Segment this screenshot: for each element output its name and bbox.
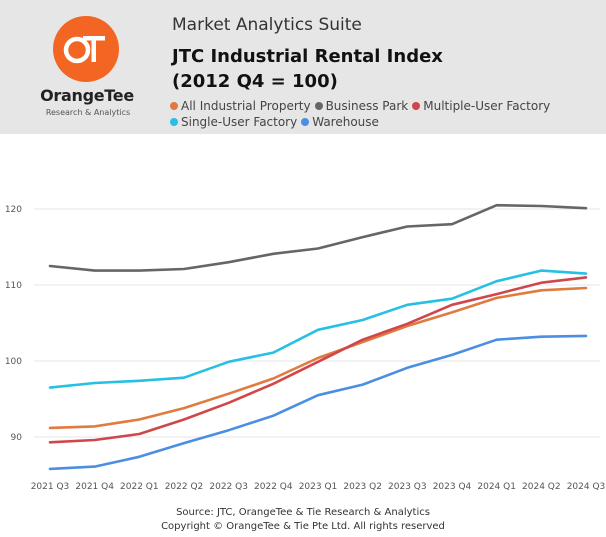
series-line-warehouse — [48, 334, 588, 471]
y-tick-label: 120 — [5, 205, 22, 215]
series-line-business-park — [48, 203, 588, 272]
line-chart: 90 100 110 120 2021 Q3 2021 Q4 2022 Q1 2022 Q2 2… — [5, 203, 606, 492]
suite-name: Market Analytics Suite — [172, 15, 362, 35]
chart-title-line2: (2012 Q4 = 100) — [172, 71, 338, 92]
y-tick-label: 90 — [11, 433, 23, 443]
copyright-note: Copyright © OrangeTee & Tie Pte Ltd. All… — [161, 521, 445, 532]
y-tick-label: 100 — [5, 357, 22, 367]
x-tick-label: 2023 Q3 — [388, 482, 427, 492]
legend-label: Multiple-User Factory — [423, 99, 551, 113]
chart-title: JTC Industrial Rental Index (2012 Q4 = 1… — [172, 44, 443, 94]
legend-item: All Industrial Property — [170, 98, 311, 114]
legend-swatch-icon — [301, 118, 310, 126]
chart-title-line1: JTC Industrial Rental Index — [172, 46, 443, 67]
series-line-multiple-user-factory — [48, 276, 588, 444]
x-tick-label: 2023 Q2 — [343, 482, 382, 492]
legend-item: Multiple-User Factory — [412, 98, 550, 114]
legend-label: All Industrial Property — [181, 99, 311, 113]
legend-item: Warehouse — [301, 114, 379, 130]
y-tick-label: 110 — [5, 281, 22, 291]
x-tick-label: 2021 Q3 — [31, 482, 70, 492]
legend-item: Single-User Factory — [170, 114, 297, 130]
brand-logo — [53, 16, 119, 82]
brand-name: OrangeTee — [40, 86, 134, 105]
chart-legend: All Industrial Property Business Park Mult… — [170, 98, 590, 130]
brand-tagline: Research & Analytics — [45, 108, 131, 117]
source-note: Source: JTC, OrangeTee & Tie Research & … — [176, 507, 430, 518]
x-tick-label: 2024 Q1 — [477, 482, 516, 492]
legend-item: Business Park — [314, 98, 409, 114]
x-tick-label: 2024 Q2 — [522, 482, 561, 492]
footer: Source: JTC, OrangeTee & Tie Research & … — [0, 506, 606, 534]
x-tick-label: 2021 Q4 — [75, 482, 114, 492]
legend-swatch-icon — [314, 102, 323, 110]
x-tick-label: 2023 Q4 — [433, 482, 472, 492]
legend-swatch-icon — [412, 102, 421, 110]
x-tick-label: 2023 Q1 — [299, 482, 338, 492]
legend-label: Warehouse — [312, 115, 379, 129]
x-tick-label: 2022 Q1 — [120, 482, 159, 492]
x-tick-label: 2022 Q4 — [254, 482, 293, 492]
legend-label: Business Park — [325, 99, 409, 113]
orangetee-logo-icon — [63, 36, 105, 64]
header-banner: OrangeTee Research & Analytics Market An… — [0, 0, 606, 134]
x-tick-label: 2022 Q3 — [209, 482, 248, 492]
x-tick-label: 2024 Q3 — [567, 482, 606, 492]
x-tick-label: 2022 Q2 — [165, 482, 204, 492]
legend-swatch-icon — [170, 102, 178, 110]
legend-label: Single-User Factory — [181, 115, 298, 129]
series-line-single-user-factory — [48, 269, 588, 389]
legend-swatch-icon — [170, 118, 178, 126]
